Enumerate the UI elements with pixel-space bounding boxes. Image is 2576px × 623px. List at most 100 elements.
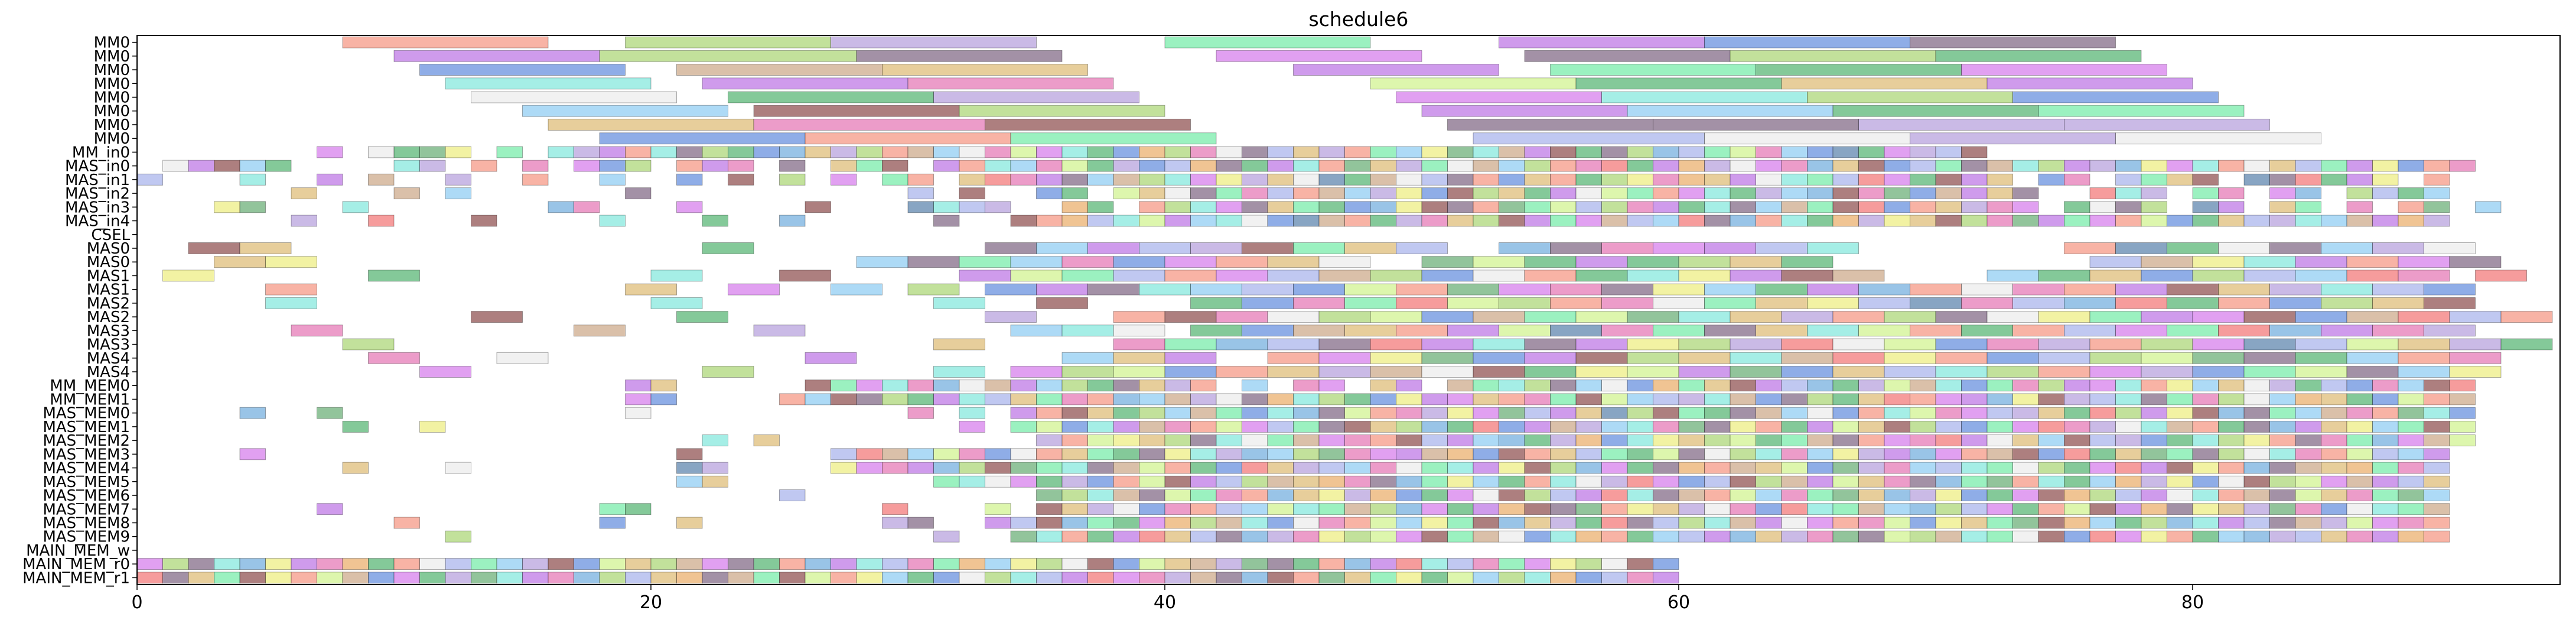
task-bar-row36-1: [933, 530, 960, 543]
task-bar-row35-55: [2269, 517, 2296, 529]
task-bar-row8-53: [1756, 146, 1782, 158]
task-bar-row34-50: [2192, 503, 2219, 515]
task-bar-row12-21: [1344, 201, 1371, 213]
task-bar-row13-3: [599, 215, 626, 227]
task-bar-row21-6: [1190, 325, 1242, 337]
task-bar-row30-14: [1139, 448, 1165, 460]
task-bar-row19-3: [1036, 297, 1088, 309]
task-bar-row12-2: [342, 201, 369, 213]
task-bar-row17-17: [1627, 270, 1679, 282]
task-bar-row11-52: [2372, 187, 2399, 200]
task-bar-row29-1: [753, 434, 780, 447]
task-bar-row17-25: [2141, 270, 2193, 282]
task-bar-row30-59: [2295, 448, 2321, 460]
task-bar-row8-25: [1036, 146, 1063, 158]
task-bar-row27-17: [1318, 407, 1345, 419]
task-bar-row29-47: [2192, 434, 2219, 447]
task-bar-row8-55: [1807, 146, 1834, 158]
task-bar-row27-27: [1575, 407, 1602, 419]
task-bar-row9-6: [419, 160, 446, 172]
row-label: MAIN_MEM_r0: [22, 556, 130, 573]
task-bar-row20-28: [2398, 311, 2450, 323]
task-bar-row33-22: [1575, 489, 1602, 501]
task-bar-row4-4: [1601, 91, 1808, 103]
task-bar-row34-33: [1756, 503, 1782, 515]
plot-frame: [136, 35, 2561, 585]
task-bar-row1-6: [1935, 50, 2142, 62]
task-bar-row36-37: [1910, 530, 1936, 543]
task-bar-row15-0: [188, 242, 240, 254]
task-bar-row30-63: [2398, 448, 2424, 460]
task-bar-row30-50: [2064, 448, 2090, 460]
task-bar-row31-13: [1061, 462, 1088, 474]
task-bar-row9-64: [2089, 160, 2116, 172]
task-bar-row17-0: [162, 270, 214, 282]
task-bar-row24-10: [1370, 366, 1422, 378]
task-bar-row16-26: [2398, 256, 2450, 268]
task-bar-row8-14: [753, 146, 780, 158]
task-bar-row25-60: [2398, 379, 2424, 392]
task-bar-row35-30: [1627, 517, 1653, 529]
task-bar-row18-8: [1139, 283, 1191, 296]
row-label: MAS_in0: [65, 158, 130, 176]
task-bar-row36-26: [1627, 530, 1653, 543]
task-bar-row25-1: [650, 379, 677, 392]
task-bar-row10-12: [907, 173, 934, 186]
task-bar-row22-23: [2192, 338, 2245, 351]
task-bar-row26-31: [1524, 393, 1551, 405]
task-bar-row13-5: [779, 215, 806, 227]
bars-layer: [136, 36, 2553, 584]
task-bar-row28-37: [1884, 420, 1910, 433]
task-bar-row13-8: [1036, 215, 1063, 227]
task-bar-row34-35: [1807, 503, 1834, 515]
task-bar-row39-29: [882, 572, 908, 584]
task-bar-row16-6: [1061, 256, 1114, 268]
task-bar-row30-28: [1499, 448, 1525, 460]
task-bar-row19-2: [933, 297, 985, 309]
task-bar-row35-59: [2372, 517, 2399, 529]
task-bar-row13-6: [933, 215, 960, 227]
task-bar-row34-57: [2372, 503, 2399, 515]
task-bar-row35-50: [2141, 517, 2167, 529]
task-bar-row36-21: [1499, 530, 1525, 543]
task-bar-row24-13: [1524, 366, 1577, 378]
task-bar-row10-20: [1139, 173, 1165, 186]
row-label: MAS_MEM6: [43, 487, 130, 505]
task-bar-row28-32: [1756, 420, 1782, 433]
task-bar-row32-32: [1704, 475, 1731, 488]
task-bar-row9-47: [1653, 160, 1679, 172]
task-bar-row15-6: [1139, 242, 1191, 254]
task-bar-row18-0: [265, 283, 317, 296]
task-bar-row26-44: [1858, 393, 1885, 405]
task-bar-row32-23: [1473, 475, 1499, 488]
task-bar-row19-28: [2424, 297, 2476, 309]
row-label: MM0: [94, 130, 130, 148]
task-bar-row32-57: [2346, 475, 2373, 488]
task-bar-row39-6: [291, 572, 317, 584]
task-bar-row38-34: [1010, 558, 1037, 570]
task-bar-row9-33: [1293, 160, 1320, 172]
task-bar-row26-5: [856, 393, 882, 405]
task-bar-row35-20: [1370, 517, 1396, 529]
task-bar-row23-3: [1061, 352, 1114, 364]
task-bar-row36-12: [1267, 530, 1294, 543]
task-bar-row23-5: [1164, 352, 1217, 364]
task-bar-row9-78: [2449, 160, 2476, 172]
task-bar-row10-24: [1242, 173, 1268, 186]
task-bar-row8-36: [1318, 146, 1345, 158]
task-bar-row38-14: [496, 558, 523, 570]
task-bar-row35-23: [1447, 517, 1474, 529]
task-bar-row25-46: [2038, 379, 2064, 392]
task-bar-row13-51: [2141, 215, 2167, 227]
task-bar-row23-14: [1678, 352, 1731, 364]
task-bar-row13-30: [1601, 215, 1628, 227]
task-bar-row28-4: [1036, 420, 1063, 433]
task-bar-row26-57: [2192, 393, 2219, 405]
task-bar-row13-46: [2012, 215, 2039, 227]
task-bar-row20-20: [1986, 311, 2039, 323]
task-bar-row26-45: [1884, 393, 1910, 405]
task-bar-row22-11: [1575, 338, 1628, 351]
task-bar-row18-25: [2012, 283, 2064, 296]
task-bar-row11-21: [1447, 187, 1474, 200]
task-bar-row25-40: [1884, 379, 1910, 392]
